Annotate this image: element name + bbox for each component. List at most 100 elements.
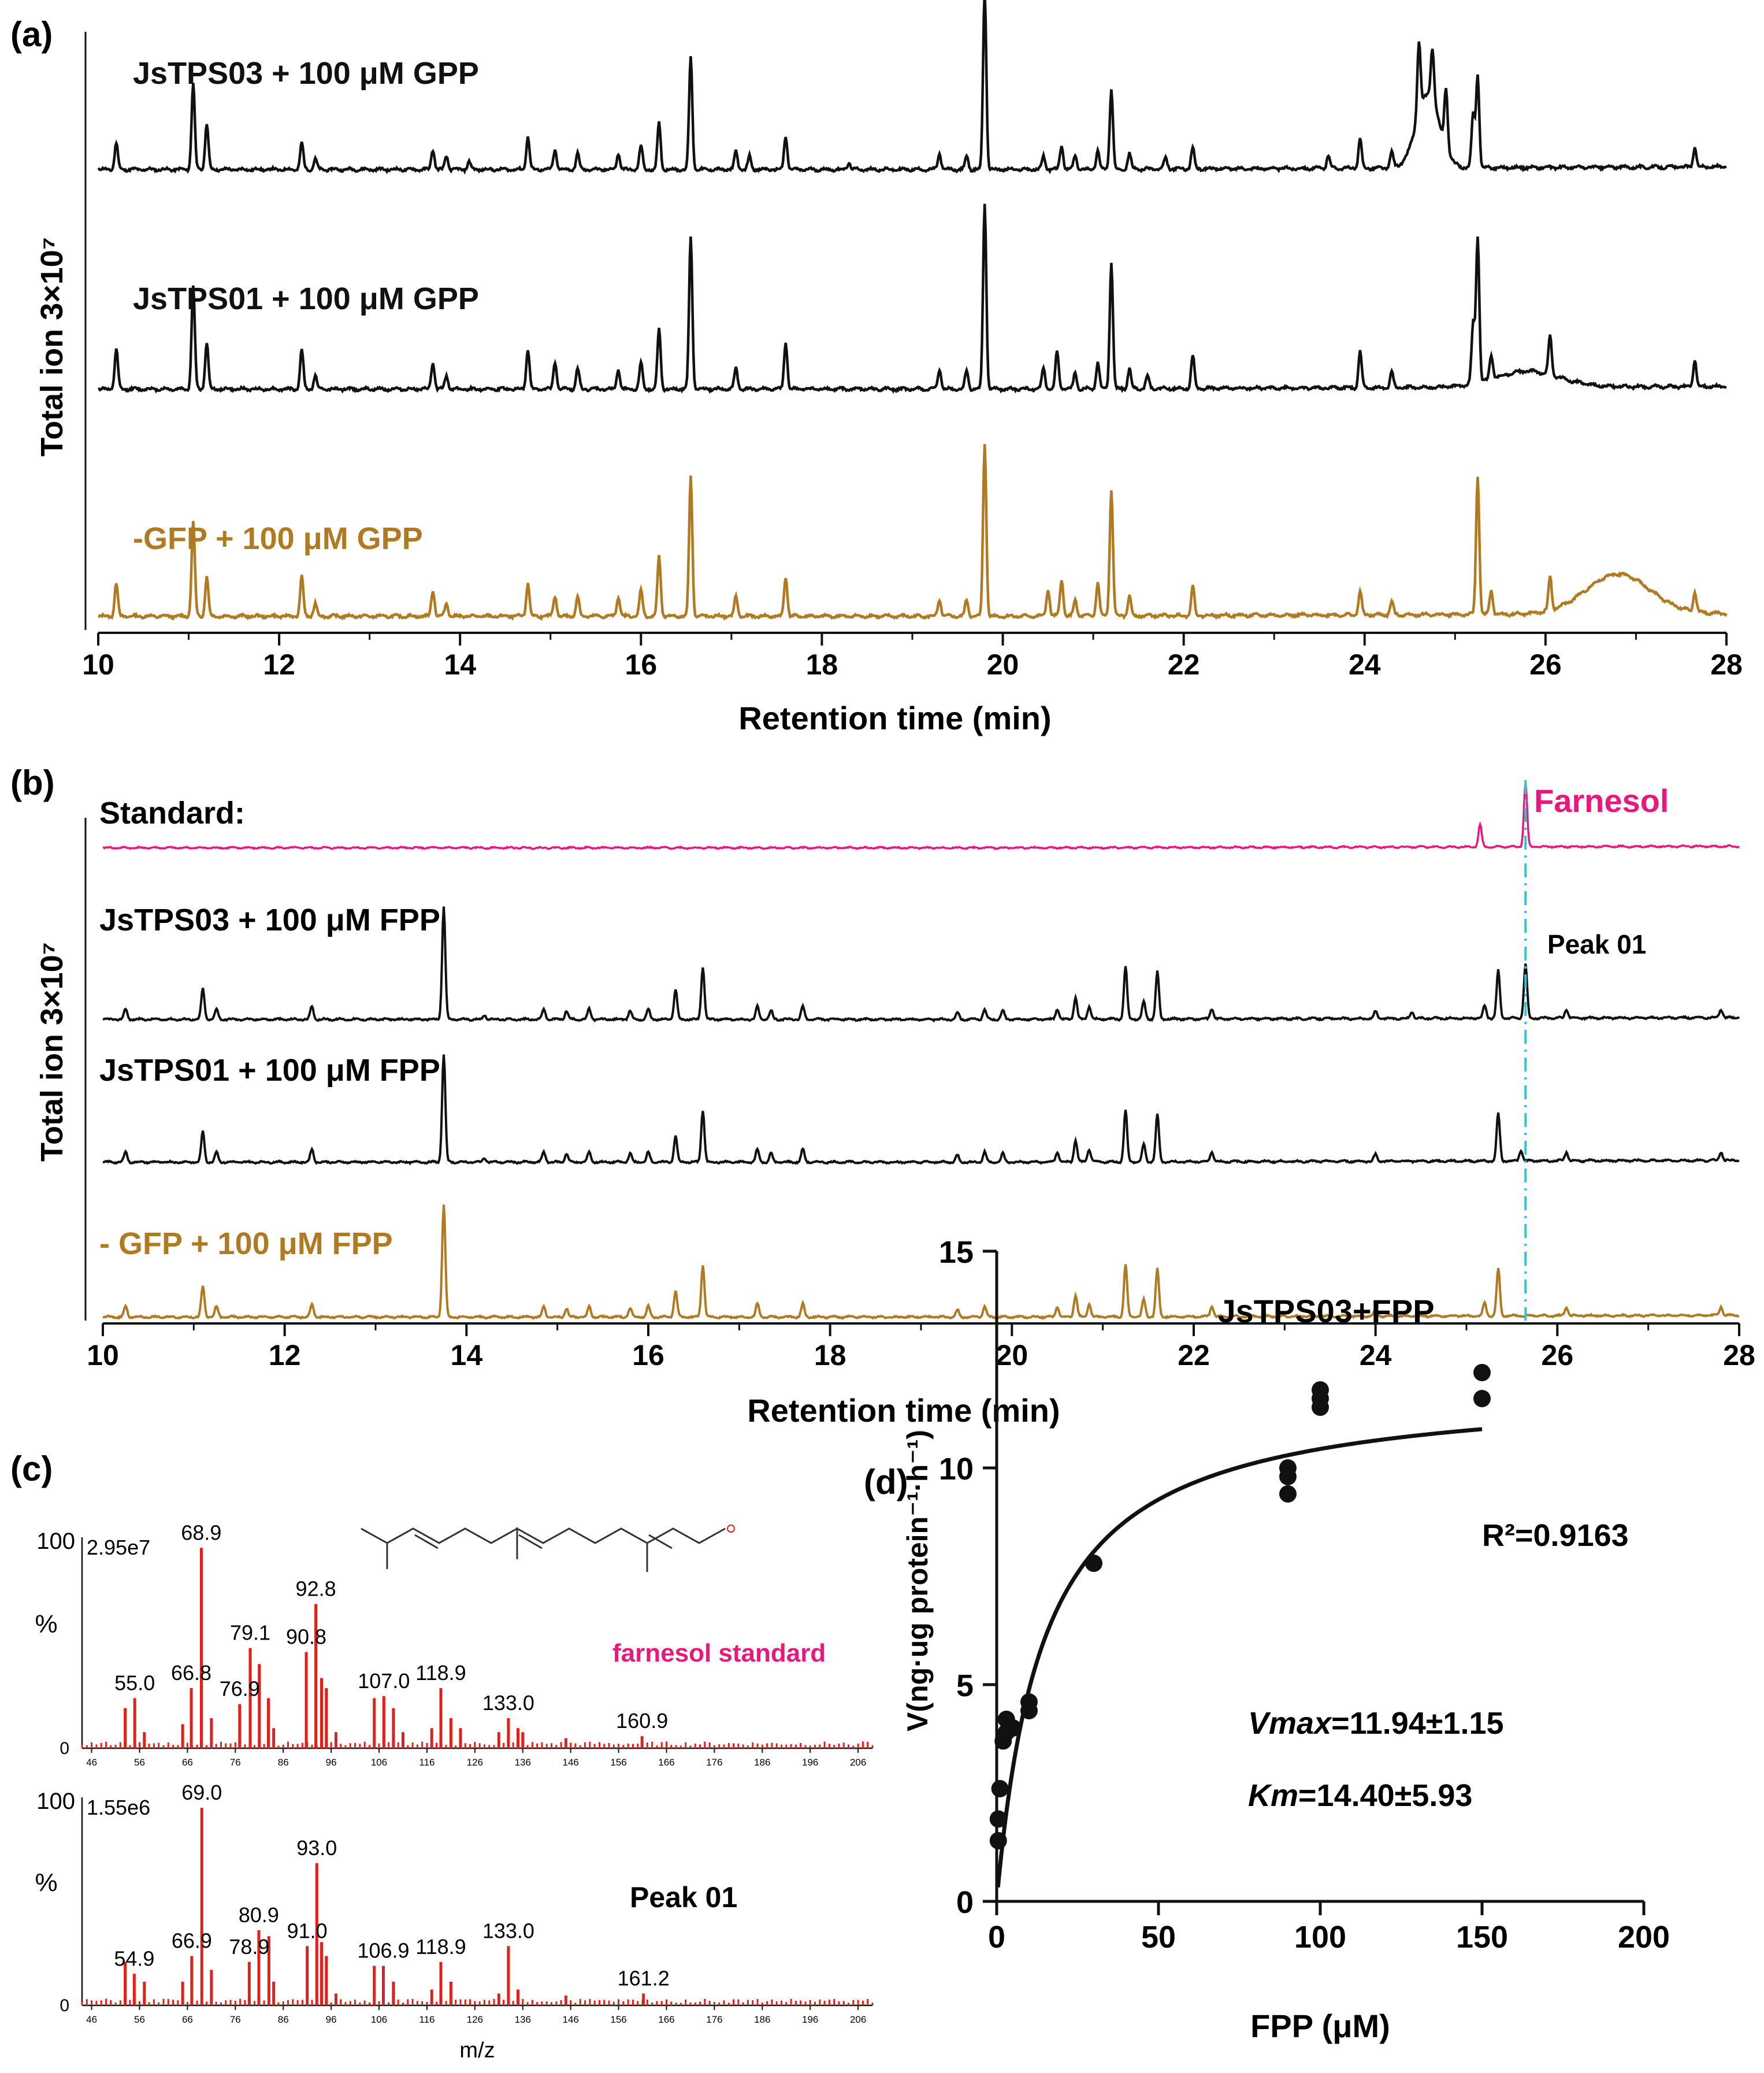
x-tick-label: 146 [562, 2014, 578, 2025]
y-axis-label: Total ion 3×10⁷ [35, 942, 69, 1162]
y-tick-label: 0 [956, 1885, 974, 1920]
peak-label: 80.9 [239, 1903, 279, 1927]
series-label-4: - GFP + 100 μM FPP [99, 1226, 393, 1261]
scale-label: 1.55e6 [87, 1796, 150, 1819]
y-axis-label: Total ion 3×10⁷ [35, 237, 69, 457]
x-axis-label: Retention time (min) [747, 1392, 1060, 1429]
farnesol-structure [361, 1525, 735, 1572]
trace-4 [102, 1204, 1740, 1321]
x-tick-label: 14 [451, 1339, 483, 1371]
x-tick-label: 20 [987, 648, 1019, 681]
trace-1 [97, 0, 1727, 175]
x-tick-label: 10 [82, 648, 114, 681]
data-point [1473, 1390, 1491, 1407]
vmax-key: Vmax [1248, 1706, 1332, 1741]
x-tick-label: 186 [754, 2014, 770, 2025]
vmax-value: =11.94±1.15 [1331, 1706, 1503, 1741]
x-tick-label: 100 [1294, 1920, 1346, 1955]
x-tick-label: 206 [850, 2014, 866, 2025]
double-bond [414, 1534, 439, 1549]
peak-label: 69.0 [181, 1781, 222, 1804]
peak-label: 66.8 [171, 1661, 211, 1685]
x-tick-label: 66 [182, 1757, 193, 1768]
data-point [1279, 1459, 1297, 1477]
trace-3 [102, 1054, 1740, 1166]
peak-label: 79.1 [230, 1621, 270, 1645]
x-tick-label: 176 [706, 2014, 722, 2025]
peak-label: 133.0 [482, 1691, 534, 1715]
data-point [1004, 1719, 1022, 1737]
x-tick-label: 200 [1618, 1920, 1670, 1955]
peak-label: 76.9 [220, 1677, 260, 1701]
x-tick-label: 196 [802, 2014, 818, 2025]
x-tick-label: 156 [610, 2014, 626, 2025]
y-zero-label: 0 [60, 1996, 69, 2015]
x-tick-label: 20 [996, 1339, 1028, 1371]
x-tick-label: 76 [230, 1757, 241, 1768]
x-tick-label: 126 [467, 1757, 483, 1768]
peak-label: 118.9 [415, 1661, 466, 1685]
x-axis-label: Retention time (min) [738, 700, 1051, 736]
x-tick-label: 46 [86, 1757, 97, 1768]
series-label-3: JsTPS01 + 100 μM FPP [99, 1053, 440, 1088]
x-tick-label: 166 [658, 1757, 674, 1768]
double-bond [518, 1534, 543, 1549]
series-label-2: JsTPS01 + 100 μM GPP [133, 281, 479, 316]
km-key: Km [1248, 1778, 1298, 1813]
x-tick-label: 0 [988, 1920, 1005, 1955]
x-tick-label: 26 [1542, 1339, 1574, 1371]
x-tick-label: 206 [850, 1757, 866, 1768]
x-tick-label: 22 [1168, 648, 1200, 681]
x-tick-label: 18 [806, 648, 838, 681]
trace-3 [98, 444, 1728, 621]
peak01-label: Peak 01 [1547, 929, 1646, 959]
peak-label: 118.9 [415, 1935, 466, 1959]
km-label: Km=14.40±5.93 [1248, 1778, 1472, 1813]
data-point [1279, 1485, 1297, 1503]
panel-label-a: (a) [10, 15, 53, 54]
x-tick-label: 136 [515, 1757, 531, 1768]
peak-label: 92.8 [296, 1577, 336, 1600]
x-tick-label: 12 [269, 1339, 301, 1371]
x-axis-label: FPP (μM) [1250, 2008, 1390, 2044]
panel-c: (c) 100% 0 2.95e7 55.0 66.8 68.9 76.9 79.1 90.8 92… [10, 1449, 874, 2063]
x-tick-label: 136 [515, 2014, 531, 2025]
x-tick-label: 86 [278, 2014, 289, 2025]
mass-spectrum-1: 100% 0 2.95e7 55.0 66.8 68.9 76.9 79.1 90.8 92.8 1… [35, 1521, 874, 1768]
x-tick-label: 156 [610, 1757, 626, 1768]
y-tick-label: 5 [956, 1668, 974, 1703]
x-tick-label: 56 [134, 2014, 145, 2025]
data-point [1312, 1381, 1329, 1399]
y-max-label: 100 [36, 1529, 75, 1554]
x-tick-label: 150 [1456, 1920, 1508, 1955]
x-tick-label: 196 [802, 1757, 818, 1768]
y-zero-label: 0 [60, 1739, 69, 1758]
panel-a: (a) Total ion 3×10⁷ 10 12 14 16 18 20 22 24 26 28 Re… [10, 0, 1743, 736]
x-tick-label: 16 [625, 648, 658, 681]
panel-label-b: (b) [10, 763, 55, 802]
x-tick-label: 24 [1349, 648, 1381, 681]
peak-label: 106.9 [357, 1939, 409, 1963]
data-point [1020, 1693, 1038, 1711]
x-tick-label: 46 [86, 2014, 97, 2025]
farnesol-label: Farnesol [1534, 783, 1669, 819]
x-tick-label: 14 [444, 648, 476, 681]
x-tick-label: 126 [467, 2014, 483, 2025]
skeleton [361, 1527, 726, 1572]
x-tick-label: 10 [87, 1339, 119, 1371]
x-tick-label: 76 [230, 2014, 241, 2025]
peak-label: 107.0 [358, 1669, 410, 1693]
hydroxyl-mark [727, 1525, 735, 1533]
x-tick-label: 86 [278, 1757, 289, 1768]
peak-label: 133.0 [482, 1919, 534, 1942]
trace-2 [98, 203, 1727, 394]
x-tick-label: 166 [658, 2014, 674, 2025]
x-tick-label: 16 [632, 1339, 664, 1371]
x-tick-label: 96 [326, 1757, 337, 1768]
vmax-label: Vmax=11.94±1.15 [1248, 1706, 1504, 1741]
mass-spectrum-2: 100% 0 1.55e6 54.9 66.9 69.0 78.9 80.9 91.0 93.0 1… [35, 1781, 874, 2025]
x-tick-label: 12 [263, 648, 295, 681]
x-tick-label: 146 [562, 1757, 578, 1768]
